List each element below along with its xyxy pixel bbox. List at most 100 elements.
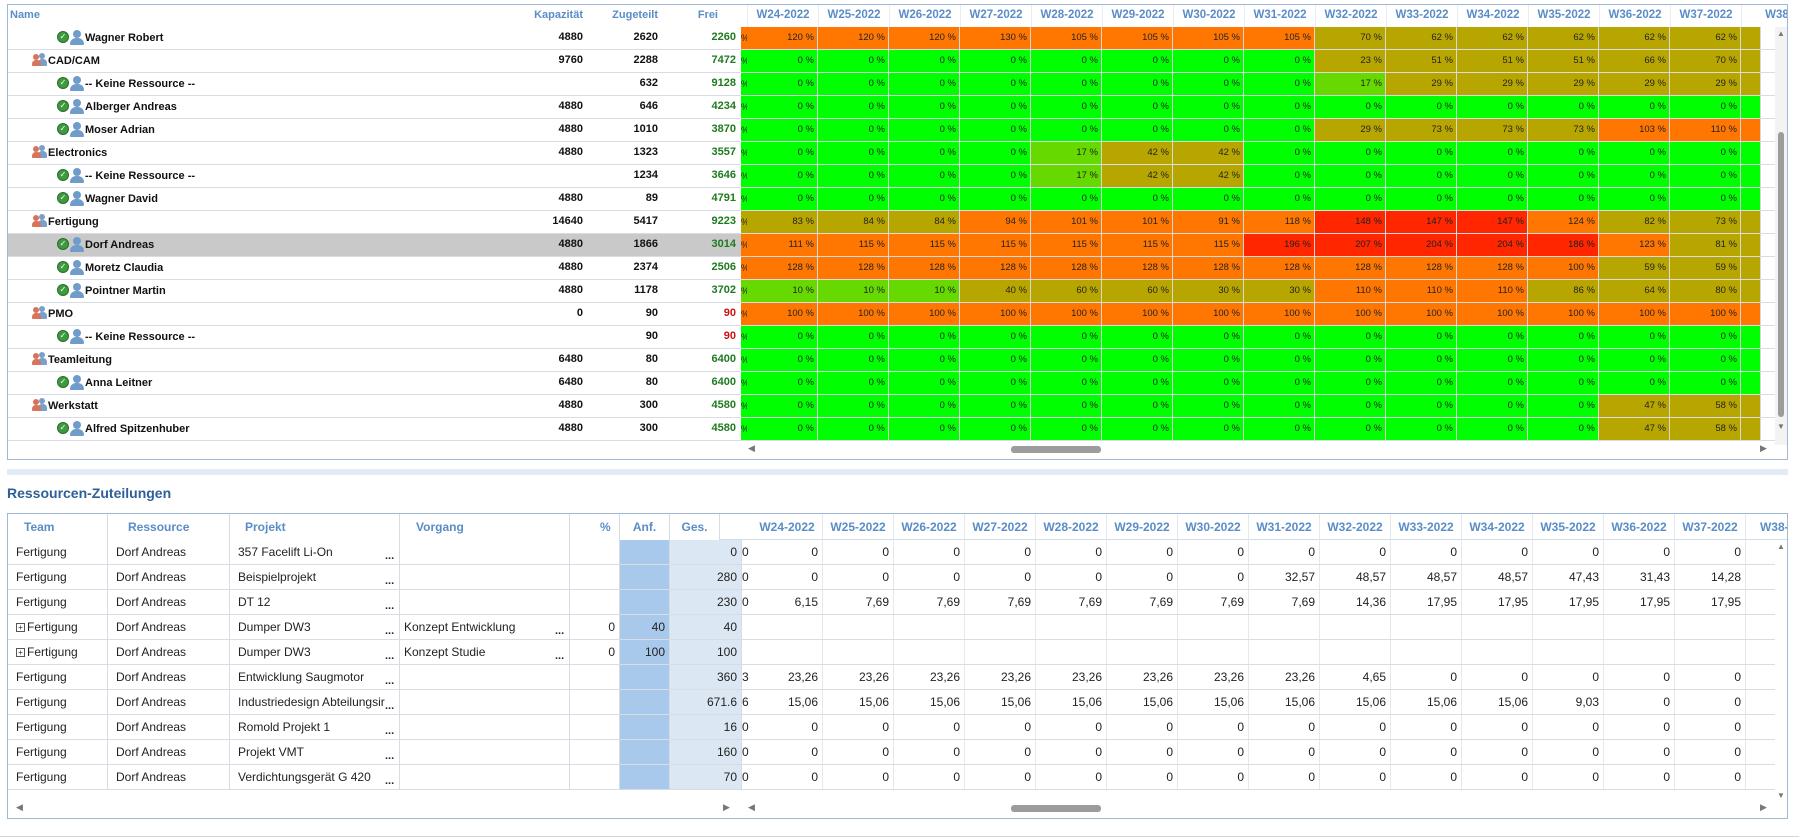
heat-cell[interactable]: 111 % — [747, 234, 818, 256]
heat-cell[interactable]: 84 % — [818, 211, 889, 233]
week-value-cell[interactable] — [1391, 640, 1462, 664]
heat-cell[interactable]: 17 % — [1031, 142, 1102, 164]
heat-cell[interactable]: 58 % — [1670, 418, 1741, 440]
week-value-cell[interactable] — [1675, 640, 1746, 664]
vorgang-cell[interactable]: ... — [400, 765, 570, 789]
heat-cell[interactable]: 42 % — [1173, 165, 1244, 187]
week-header[interactable]: W31-2022 — [1249, 514, 1320, 540]
heat-cell[interactable]: 0 % — [818, 372, 889, 394]
heat-cell[interactable]: 0 % — [747, 188, 818, 210]
heat-cell[interactable]: 83 % — [747, 211, 818, 233]
heat-cell[interactable]: 0 % — [747, 96, 818, 118]
heat-cell[interactable]: 105 % — [1102, 27, 1173, 49]
vorgang-cell[interactable]: ... — [400, 590, 570, 614]
expand-icon[interactable]: + — [16, 648, 25, 657]
heat-cell[interactable]: 0 % — [1102, 73, 1173, 95]
week-value-cell[interactable]: 0 — [1391, 540, 1462, 564]
week-value-cell[interactable]: 23,26 — [823, 665, 894, 689]
heat-cell[interactable]: 0 % — [747, 142, 818, 164]
heat-cell[interactable]: 0 % — [1031, 188, 1102, 210]
projekt-picker-button[interactable]: ... — [385, 750, 395, 762]
projekt-cell[interactable]: Dumper DW3... — [230, 640, 400, 664]
anf-cell[interactable]: 40 — [620, 615, 670, 639]
heat-cell[interactable]: 0 % — [1670, 372, 1741, 394]
heat-cell[interactable]: 101 % — [1031, 211, 1102, 233]
week-value-cell[interactable]: 0 — [965, 740, 1036, 764]
week-value-cell[interactable]: 47,43 — [1533, 565, 1604, 589]
heat-cell[interactable]: 82 % — [1599, 211, 1670, 233]
week-value-cell[interactable]: 0 — [965, 715, 1036, 739]
week-value-cell[interactable]: 0 — [1249, 765, 1320, 789]
heat-cell[interactable]: 100 % — [818, 303, 889, 325]
heat-cell[interactable]: 0 % — [1386, 96, 1457, 118]
heat-cell[interactable]: 0 % — [747, 50, 818, 72]
horizontal-scroll-thumb[interactable] — [1011, 446, 1101, 453]
header-ges[interactable]: Ges. — [670, 514, 720, 540]
heat-cell[interactable]: 0 % — [1173, 73, 1244, 95]
heat-cell[interactable]: 0 % — [747, 326, 818, 348]
week-value-cell[interactable]: 0 — [823, 765, 894, 789]
week-value-cell[interactable]: 15,06 — [1462, 690, 1533, 714]
week-value-cell[interactable] — [1036, 615, 1107, 639]
heat-cell[interactable]: 120 % — [747, 27, 818, 49]
heat-cell[interactable]: 80 % — [1670, 280, 1741, 302]
heat-cell[interactable]: 0 % — [818, 165, 889, 187]
week-value-cell[interactable]: 7,69 — [823, 590, 894, 614]
week-value-cell[interactable]: 9,03 — [1533, 690, 1604, 714]
heat-cell[interactable]: 0 % — [1315, 188, 1386, 210]
heat-cell[interactable]: 0 % — [1386, 372, 1457, 394]
heat-cell[interactable]: 0 % — [818, 73, 889, 95]
week-value-cell[interactable]: 0 — [1036, 740, 1107, 764]
heat-cell[interactable]: 100 % — [747, 303, 818, 325]
heat-cell[interactable]: 0 % — [1315, 142, 1386, 164]
heat-cell[interactable]: 204 % — [1386, 234, 1457, 256]
heat-cell[interactable]: 0 % — [1670, 96, 1741, 118]
week-value-cell[interactable]: 0 — [1320, 740, 1391, 764]
week-value-cell[interactable] — [1249, 640, 1320, 664]
heat-cell[interactable]: 0 % — [818, 418, 889, 440]
heat-cell[interactable]: 0 % — [1599, 349, 1670, 371]
heat-cell[interactable]: 30 % — [1173, 280, 1244, 302]
week-value-cell[interactable]: 23,26 — [1178, 665, 1249, 689]
week-value-cell[interactable] — [1178, 615, 1249, 639]
week-header[interactable]: W34-2022 — [1462, 514, 1533, 540]
projekt-cell[interactable]: Verdichtungsgerät G 420... — [230, 765, 400, 789]
week-value-cell[interactable]: 0 — [1391, 715, 1462, 739]
heat-cell[interactable]: 60 % — [1102, 280, 1173, 302]
week-value-cell[interactable]: 7,69 — [1249, 590, 1320, 614]
week-value-cell[interactable]: 0 — [1675, 665, 1746, 689]
week-header[interactable]: W29-2022 — [1102, 5, 1173, 27]
heat-cell[interactable]: 66 % — [1599, 50, 1670, 72]
heat-cell[interactable]: 0 % — [960, 119, 1031, 141]
week-value-cell[interactable] — [894, 615, 965, 639]
week-value-cell[interactable]: 23,26 — [965, 665, 1036, 689]
scroll-up-arrow-icon[interactable]: ▲ — [1777, 29, 1785, 38]
week-value-cell[interactable] — [1107, 615, 1178, 639]
heat-cell[interactable]: 105 % — [1173, 27, 1244, 49]
heat-cell[interactable]: 0 % — [747, 395, 818, 417]
heat-cell[interactable]: 62 % — [1457, 27, 1528, 49]
week-value-cell[interactable]: 15,06 — [823, 690, 894, 714]
heat-cell[interactable]: 0 % — [1670, 142, 1741, 164]
allocation-row[interactable]: Fertigung Dorf Andreas Industriedesign Abt… — [8, 690, 1778, 715]
week-header[interactable]: W24-2022 — [752, 514, 823, 540]
week-value-cell[interactable]: 0 — [1391, 665, 1462, 689]
week-value-cell[interactable]: 15,06 — [1107, 690, 1178, 714]
header-ressource[interactable]: Ressource — [108, 514, 230, 540]
week-value-cell[interactable]: 17,95 — [1391, 590, 1462, 614]
week-value-cell[interactable]: 0 — [894, 740, 965, 764]
percent-cell[interactable] — [570, 765, 620, 789]
week-header[interactable]: W32-2022 — [1320, 514, 1391, 540]
heat-cell[interactable]: 0 % — [1031, 418, 1102, 440]
percent-cell[interactable] — [570, 565, 620, 589]
anf-cell[interactable] — [620, 740, 670, 764]
header-kapazitaet[interactable]: Kapazität — [534, 9, 583, 21]
heat-cell[interactable]: 17 % — [1315, 73, 1386, 95]
heat-cell[interactable]: 0 % — [1102, 188, 1173, 210]
heat-cell[interactable]: 0 % — [1315, 326, 1386, 348]
